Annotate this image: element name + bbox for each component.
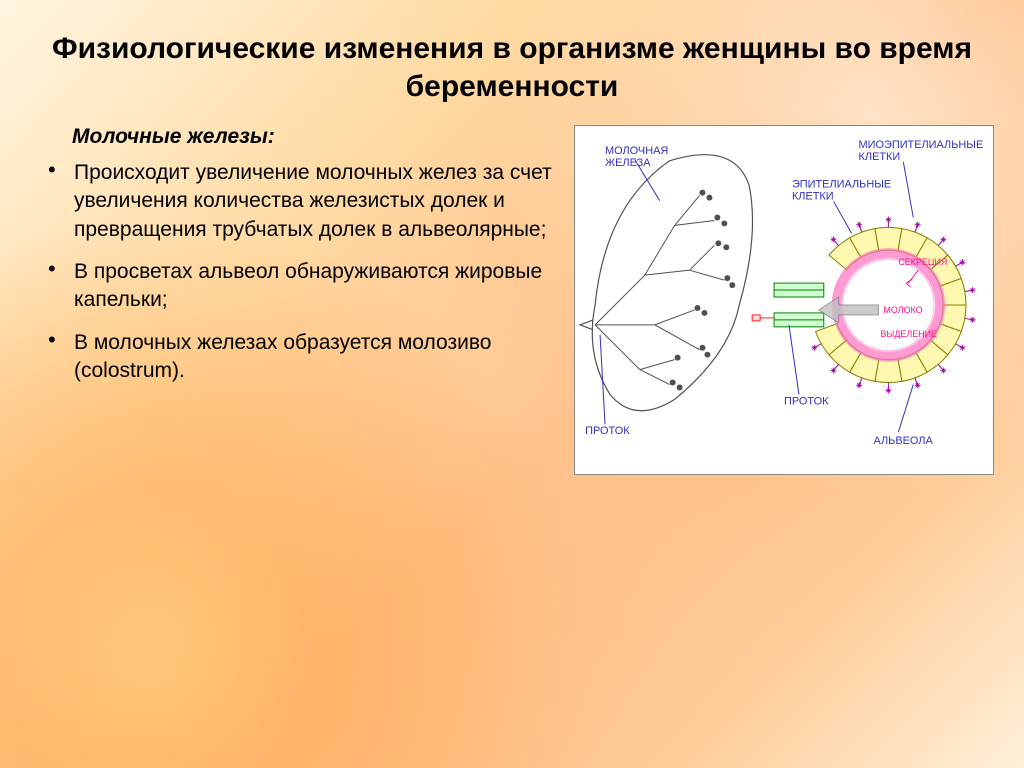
diagram-column: МОЛОЧНАЯ ЖЕЛЕЗА ПРОТОК [590,125,994,399]
subheading: Молочные железы: [72,125,570,149]
list-item: В молочных железах образуется молозиво (… [48,329,570,386]
slide-title: Физиологические изменения в организме же… [0,0,1024,115]
label-excretion: ВЫДЕЛЕНИЕ [880,329,937,339]
list-item: В просветах альвеол обнаруживаются жиров… [48,258,570,315]
bullet-list: Происходит увеличение молочных желез за … [30,159,570,385]
label-alveola: АЛЬВЕОЛА [873,435,933,447]
alveolus: СЕКРЕЦИЯ МОЛОКО ВЫДЕЛЕНИЕ [774,216,976,393]
label-epithelial: ЭПИТЕЛИАЛЬНЫЕ КЛЕТКИ [792,179,894,203]
label-secretion: СЕКРЕЦИЯ [898,257,947,267]
content-area: Молочные железы: Происходит увеличение м… [0,115,1024,409]
label-duct-left: ПРОТОК [585,425,630,437]
gland-shape [580,155,752,411]
text-column: Молочные железы: Происходит увеличение м… [30,125,590,399]
label-milk: МОЛОКО [883,305,922,315]
label-duct-right: ПРОТОК [784,395,829,407]
label-myoepithelial: МИОЭПИТЕЛИАЛЬНЫЕ КЛЕТКИ [859,139,987,163]
list-item: Происходит увеличение молочных желез за … [48,159,570,244]
mammary-gland-diagram: МОЛОЧНАЯ ЖЕЛЕЗА ПРОТОК [574,125,994,475]
